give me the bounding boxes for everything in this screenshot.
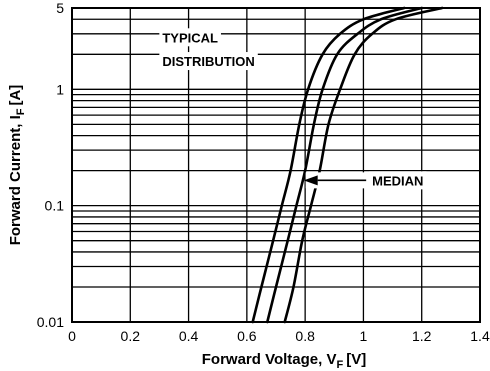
annotation-label: MEDIAN: [372, 173, 423, 188]
annotation-label: TYPICAL: [162, 30, 218, 45]
y-axis-title-unit: [A]: [7, 85, 24, 106]
annotation-label-bg: [159, 52, 258, 71]
y-axis-title-main: Forward Current, I: [7, 115, 24, 245]
plot-area: [72, 8, 480, 322]
annotation-label-bg: [159, 28, 221, 47]
y-tick-labels: 0.01 0.1 1 5: [37, 0, 64, 330]
annotation-arrow-head: [303, 175, 318, 186]
series-line-2: [266, 6, 423, 324]
series-line-3: [283, 6, 444, 324]
annotation-label: DISTRIBUTION: [162, 54, 254, 69]
x-tick-label: 1.4: [470, 328, 490, 344]
x-axis-title-sub: F: [337, 359, 344, 371]
series-line-1: [251, 6, 406, 324]
y-tick-label: 5: [56, 0, 64, 16]
y-tick-label: 0.1: [45, 198, 65, 214]
x-axis-title-unit: [V]: [346, 351, 366, 368]
plot-background: [72, 8, 480, 322]
x-tick-label: 1: [360, 328, 368, 344]
x-tick-label: 0.4: [179, 328, 199, 344]
y-axis-title: Forward Current, IF [A]: [7, 85, 27, 246]
y-axis-title-sub: F: [15, 108, 27, 115]
annotations: TYPICAL DISTRIBUTION MEDIAN: [159, 28, 427, 190]
annotation-label-bg: [369, 171, 427, 190]
x-tick-label: 0: [68, 328, 76, 344]
plot-frame: [71, 7, 481, 323]
x-axis-title-main: Forward Voltage, V: [202, 351, 337, 368]
x-tick-labels: 0 0.2 0.4 0.6 0.8 1 1.2 1.4: [68, 328, 490, 344]
series-group: [251, 6, 444, 324]
y-tick-label: 0.01: [37, 314, 64, 330]
x-tick-label: 0.8: [295, 328, 315, 344]
x-axis-title: Forward Voltage, VF [V]: [202, 351, 366, 371]
x-tick-label: 1.2: [412, 328, 432, 344]
y-tick-label: 1: [56, 81, 64, 97]
x-tick-label: 0.2: [121, 328, 141, 344]
x-tick-label: 0.6: [237, 328, 257, 344]
